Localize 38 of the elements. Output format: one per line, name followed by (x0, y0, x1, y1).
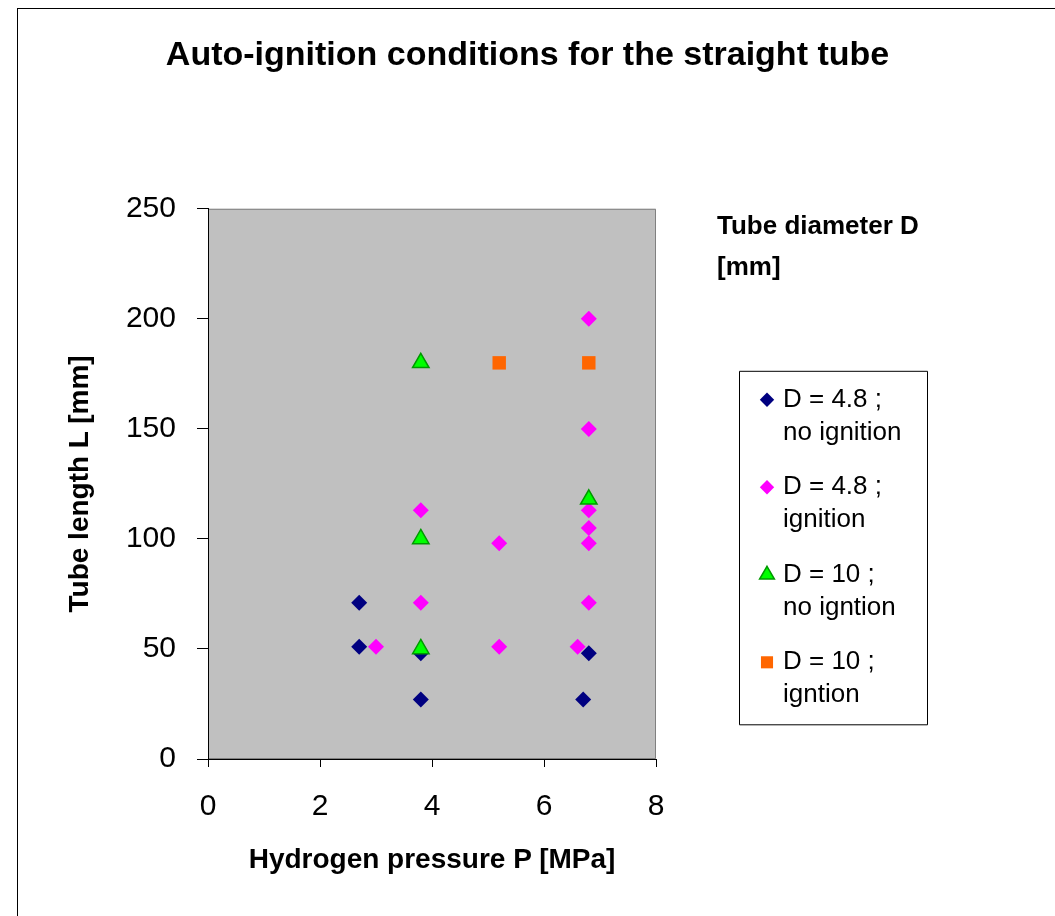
legend-label: D = 10 ; igntion (783, 645, 875, 709)
y-tick-label: 0 (159, 740, 176, 774)
point (575, 691, 592, 708)
legend-label: D = 4.8 ; no ignition (783, 382, 902, 446)
x-tick-label: 2 (311, 788, 329, 822)
point (368, 638, 384, 655)
point (569, 638, 586, 655)
point (580, 519, 597, 536)
point (351, 594, 368, 611)
y-tick-label: 50 (142, 630, 176, 664)
y-axis-title: Tube length L [mm] (62, 355, 94, 613)
legend-label: D = 10 ; no igntion (783, 557, 896, 621)
point (582, 356, 596, 370)
x-tick-label: 4 (423, 788, 441, 822)
point (580, 535, 597, 552)
legend-title: Tube diameter D [mm] (717, 209, 919, 281)
point (580, 310, 597, 327)
point (491, 638, 508, 655)
y-tick-label: 150 (125, 410, 176, 444)
y-tick-label: 200 (125, 300, 176, 334)
point (580, 502, 597, 519)
point (491, 535, 508, 552)
x-tick-label: 8 (647, 788, 665, 822)
chart-title: Auto-ignition conditions for the straight tube (165, 33, 890, 72)
point (580, 594, 597, 611)
x-tick-label: 6 (535, 788, 553, 822)
point (492, 356, 506, 370)
y-tick-label: 100 (125, 520, 176, 554)
point (580, 645, 597, 662)
point (412, 594, 429, 611)
x-tick-label: 0 (199, 788, 217, 822)
y-tick-label: 250 (125, 190, 176, 224)
point (351, 638, 368, 655)
x-axis-title: Hydrogen pressure P [MPa] (248, 842, 616, 874)
point (580, 420, 597, 437)
point (412, 691, 429, 708)
legend-label: D = 4.8 ; ignition (783, 470, 882, 534)
point (412, 502, 429, 519)
